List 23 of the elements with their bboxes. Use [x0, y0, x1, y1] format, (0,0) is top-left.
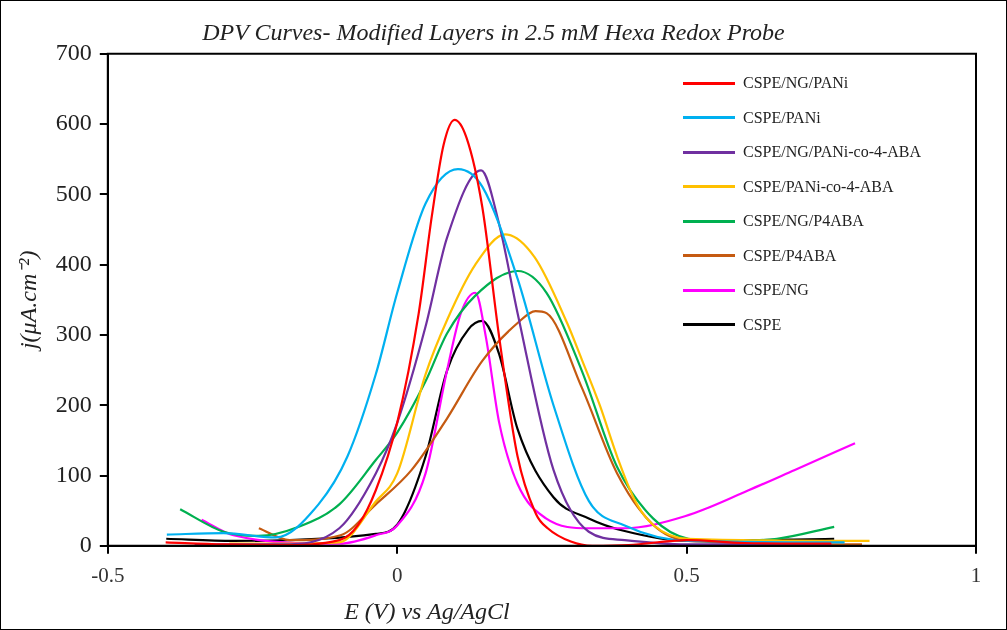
x-tick-label: -0.5	[91, 562, 125, 587]
legend-label: CSPE/NG/PANi	[743, 74, 849, 93]
legend-label: CSPE/PANi	[743, 108, 821, 127]
y-tick-label: 100	[55, 460, 92, 487]
chart-title: DPV Curves- Modified Layers in 2.5 mM Hexa Redox Probe	[201, 18, 786, 45]
x-axis-title: E (V) vs Ag/AgCl	[343, 598, 510, 625]
legend-label: CSPE/NG/P4ABA	[743, 212, 864, 231]
legend-label: CSPE/NG/PANi-co-4-ABA	[743, 143, 922, 162]
legend-label: CSPE/NG	[743, 281, 809, 300]
legend-label: CSPE/P4ABA	[743, 246, 837, 265]
x-tick-label: 1	[970, 562, 982, 587]
x-tick-label: 0	[391, 562, 403, 587]
y-tick-label: 300	[55, 320, 92, 347]
y-axis-title: j(μA.cm⁻²)	[14, 250, 41, 353]
y-tick-label: 500	[55, 179, 92, 206]
y-tick-label: 600	[55, 109, 92, 136]
x-tick-label: 0.5	[673, 562, 700, 587]
y-tick-label: 0	[79, 531, 92, 558]
y-tick-label: 400	[55, 249, 92, 276]
legend-label: CSPE	[743, 315, 782, 334]
y-tick-label: 200	[55, 390, 92, 417]
y-tick-label: 700	[55, 39, 92, 66]
legend-label: CSPE/PANi-co-4-ABA	[743, 177, 894, 196]
